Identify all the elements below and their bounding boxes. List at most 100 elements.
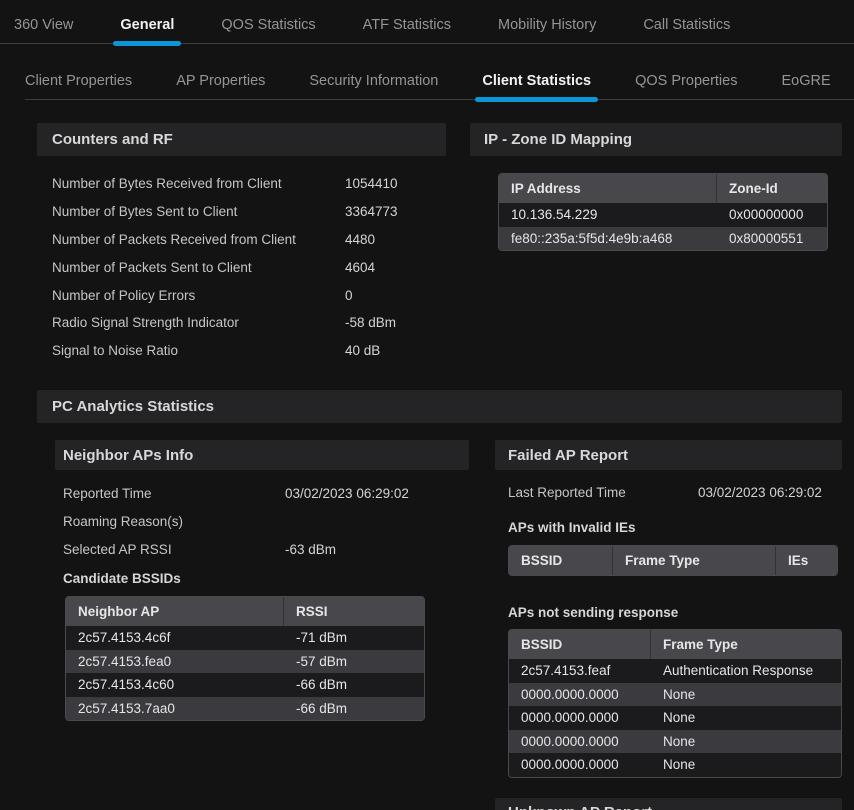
table-row: 2c57.4153.fea0 -57 dBm (66, 649, 424, 674)
neighbor-aps-info-header: Neighbor APs Info (55, 440, 469, 471)
column-header-ip-address: IP Address (499, 174, 717, 203)
bssid-cell: 0000.0000.0000 (521, 686, 619, 702)
table-row: 10.136.54.229 0x00000000 (499, 203, 827, 227)
primary-tab-bar: 360 View General QOS Statistics ATF Stat… (0, 0, 854, 46)
stat-label: Number of Policy Errors (52, 287, 196, 303)
field-label: Roaming Reason(s) (63, 514, 184, 530)
table-header-row: BSSID Frame Type (509, 630, 841, 660)
tab-general[interactable]: General (113, 17, 182, 46)
stat-row: Radio Signal Strength Indicator -58 dBm (52, 310, 446, 338)
table-header-row: IP Address Zone-Id (499, 174, 827, 203)
stat-value: -58 dBm (345, 315, 397, 331)
ip-address-cell: fe80::235a:5f5d:4e9b:a468 (511, 230, 673, 246)
bssid-cell: 0000.0000.0000 (521, 710, 619, 726)
tab-client-statistics[interactable]: Client Statistics (475, 73, 598, 102)
column-header-neighbor-ap: Neighbor AP (66, 597, 284, 627)
neighbor-ap-cell: 2c57.4153.4c6f (78, 630, 171, 646)
stat-label: Number of Bytes Sent to Client (52, 203, 238, 219)
field-label: Selected AP RSSI (63, 542, 172, 558)
aps-not-sending-response-title: APs not sending response (508, 605, 679, 621)
table-row: 2c57.4153.4c60 -66 dBm (66, 673, 424, 697)
stat-row: Number of Packets Sent to Client 4604 (52, 255, 446, 283)
field-label: Reported Time (63, 486, 152, 502)
candidate-bssids-title: Candidate BSSIDs (63, 571, 181, 587)
ip-zone-mapping-panel: IP - Zone ID Mapping IP Address Zone-Id … (470, 123, 842, 366)
tab-atf-statistics[interactable]: ATF Statistics (362, 17, 452, 33)
stat-value: 3364773 (345, 203, 398, 219)
neighbor-aps-info-panel: Neighbor APs Info Reported Time 03/02/20… (55, 440, 469, 810)
unknown-ap-report-header: Unknown AP Report (495, 797, 842, 810)
stat-label: Number of Packets Sent to Client (52, 259, 252, 275)
stat-value: 0 (345, 287, 353, 303)
stat-label: Number of Bytes Received from Client (52, 176, 282, 191)
aps-with-invalid-ies-table: BSSID Frame Type IEs (508, 545, 838, 577)
stat-value: 1054410 (345, 176, 398, 191)
field-value: 03/02/2023 06:29:02 (285, 486, 409, 502)
frame-type-cell: None (663, 757, 696, 773)
candidate-bssids-table: Neighbor AP RSSI 2c57.4153.4c6f -71 dBm … (65, 596, 425, 722)
table-row: fe80::235a:5f5d:4e9b:a468 0x80000551 (499, 226, 827, 250)
column-header-rssi: RSSI (296, 604, 328, 620)
field-value: 03/02/2023 06:29:02 (698, 485, 822, 501)
counters-stat-list: Number of Bytes Received from Client 105… (37, 171, 446, 366)
tab-qos-properties[interactable]: QOS Properties (635, 73, 738, 89)
frame-type-cell: None (663, 686, 696, 702)
field-row: Roaming Reason(s) (63, 508, 469, 536)
table-row: 0000.0000.0000 None (509, 729, 841, 754)
column-header-bssid: BSSID (509, 546, 613, 576)
ip-zone-mapping-header: IP - Zone ID Mapping (470, 123, 842, 156)
stat-row: Number of Packets Received from Client 4… (52, 227, 446, 255)
rssi-cell: -66 dBm (296, 677, 348, 693)
frame-type-cell: None (663, 710, 696, 726)
table-row: 2c57.4153.7aa0 -66 dBm (66, 696, 424, 721)
tab-360-view[interactable]: 360 View (14, 17, 74, 33)
tab-call-statistics[interactable]: Call Statistics (643, 17, 731, 33)
stat-label: Radio Signal Strength Indicator (52, 315, 239, 331)
stat-value: 4480 (345, 231, 376, 247)
tab-security-information[interactable]: Security Information (309, 73, 439, 89)
panel-title: Neighbor APs Info (63, 446, 194, 464)
frame-type-cell: None (663, 733, 696, 749)
failed-ap-report-panel: Failed AP Report Last Reported Time 03/0… (495, 440, 842, 810)
column-header-ies: IEs (788, 553, 809, 569)
aps-not-sending-response-table: BSSID Frame Type 2c57.4153.feaf Authenti… (508, 629, 842, 778)
field-row: Reported Time 03/02/2023 06:29:02 (63, 480, 469, 508)
stat-row: Signal to Noise Ratio 40 dB (52, 338, 446, 366)
frame-type-cell: Authentication Response (663, 663, 814, 679)
tab-eogre[interactable]: EoGRE (781, 73, 831, 89)
counters-and-rf-panel: Counters and RF Number of Bytes Received… (37, 123, 446, 366)
stat-value: 4604 (345, 259, 376, 275)
column-header-frame-type: Frame Type (613, 546, 776, 576)
table-header-row: Neighbor AP RSSI (66, 597, 424, 627)
table-row: 2c57.4153.4c6f -71 dBm (66, 626, 424, 650)
tab-ap-properties[interactable]: AP Properties (176, 73, 266, 89)
bssid-cell: 0000.0000.0000 (521, 757, 619, 773)
table-row: 2c57.4153.feaf Authentication Response (509, 659, 841, 683)
stat-row: Number of Bytes Sent to Client 3364773 (52, 199, 446, 227)
aps-with-invalid-ies-title: APs with Invalid IEs (508, 520, 636, 536)
tab-mobility-history[interactable]: Mobility History (498, 17, 597, 33)
column-header-bssid: BSSID (509, 630, 651, 660)
neighbor-fields: Reported Time 03/02/2023 06:29:02 Roamin… (55, 480, 469, 564)
panel-title: IP - Zone ID Mapping (484, 131, 633, 148)
counters-and-rf-header: Counters and RF (37, 123, 446, 156)
field-row: Selected AP RSSI -63 dBm (63, 536, 469, 564)
field-value: -63 dBm (285, 542, 337, 558)
panel-title: Counters and RF (52, 131, 173, 148)
ip-zone-table: IP Address Zone-Id 10.136.54.229 0x00000… (498, 173, 828, 251)
table-row: 0000.0000.0000 None (509, 753, 841, 777)
panel-title: Failed AP Report (508, 446, 629, 464)
failed-ap-report-header: Failed AP Report (495, 440, 842, 471)
column-header-zone-id: Zone-Id (729, 181, 778, 196)
stat-row: Number of Policy Errors 0 (52, 283, 446, 311)
ip-address-cell: 10.136.54.229 (511, 207, 598, 223)
stat-value: 40 dB (345, 343, 381, 359)
section-title: PC Analytics Statistics (52, 398, 215, 416)
table-row: 0000.0000.0000 None (509, 682, 841, 707)
tab-client-properties[interactable]: Client Properties (25, 73, 133, 89)
rssi-cell: -57 dBm (296, 653, 348, 669)
tab-qos-statistics[interactable]: QOS Statistics (221, 17, 316, 33)
last-reported-time-row: Last Reported Time 03/02/2023 06:29:02 (495, 479, 842, 507)
neighbor-ap-cell: 2c57.4153.fea0 (78, 653, 172, 669)
